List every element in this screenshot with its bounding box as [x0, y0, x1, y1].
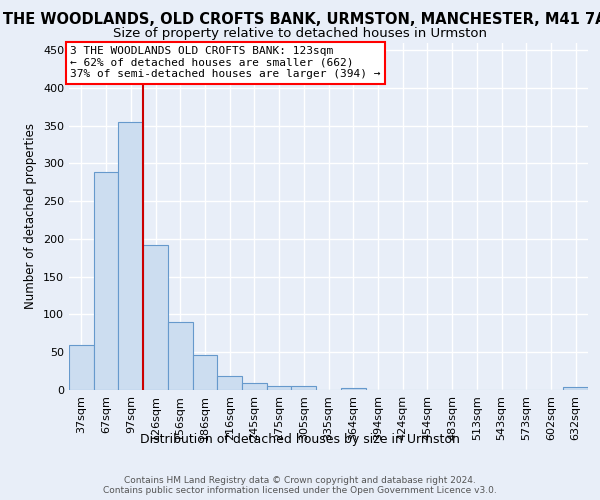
Bar — [168, 322, 193, 390]
Bar — [267, 386, 292, 390]
Bar — [563, 387, 588, 390]
Text: 3 THE WOODLANDS OLD CROFTS BANK: 123sqm
← 62% of detached houses are smaller (66: 3 THE WOODLANDS OLD CROFTS BANK: 123sqm … — [70, 46, 381, 80]
Text: 3, THE WOODLANDS, OLD CROFTS BANK, URMSTON, MANCHESTER, M41 7AA: 3, THE WOODLANDS, OLD CROFTS BANK, URMST… — [0, 12, 600, 28]
Bar — [217, 376, 242, 390]
Bar — [118, 122, 143, 390]
Bar — [193, 355, 217, 390]
Text: Contains HM Land Registry data © Crown copyright and database right 2024.
Contai: Contains HM Land Registry data © Crown c… — [103, 476, 497, 495]
Bar — [242, 383, 267, 390]
Bar — [292, 386, 316, 390]
Text: Size of property relative to detached houses in Urmston: Size of property relative to detached ho… — [113, 28, 487, 40]
Bar — [94, 172, 118, 390]
Bar — [341, 388, 365, 390]
Y-axis label: Number of detached properties: Number of detached properties — [25, 123, 37, 309]
Text: Distribution of detached houses by size in Urmston: Distribution of detached houses by size … — [140, 432, 460, 446]
Bar — [69, 346, 94, 390]
Bar — [143, 245, 168, 390]
